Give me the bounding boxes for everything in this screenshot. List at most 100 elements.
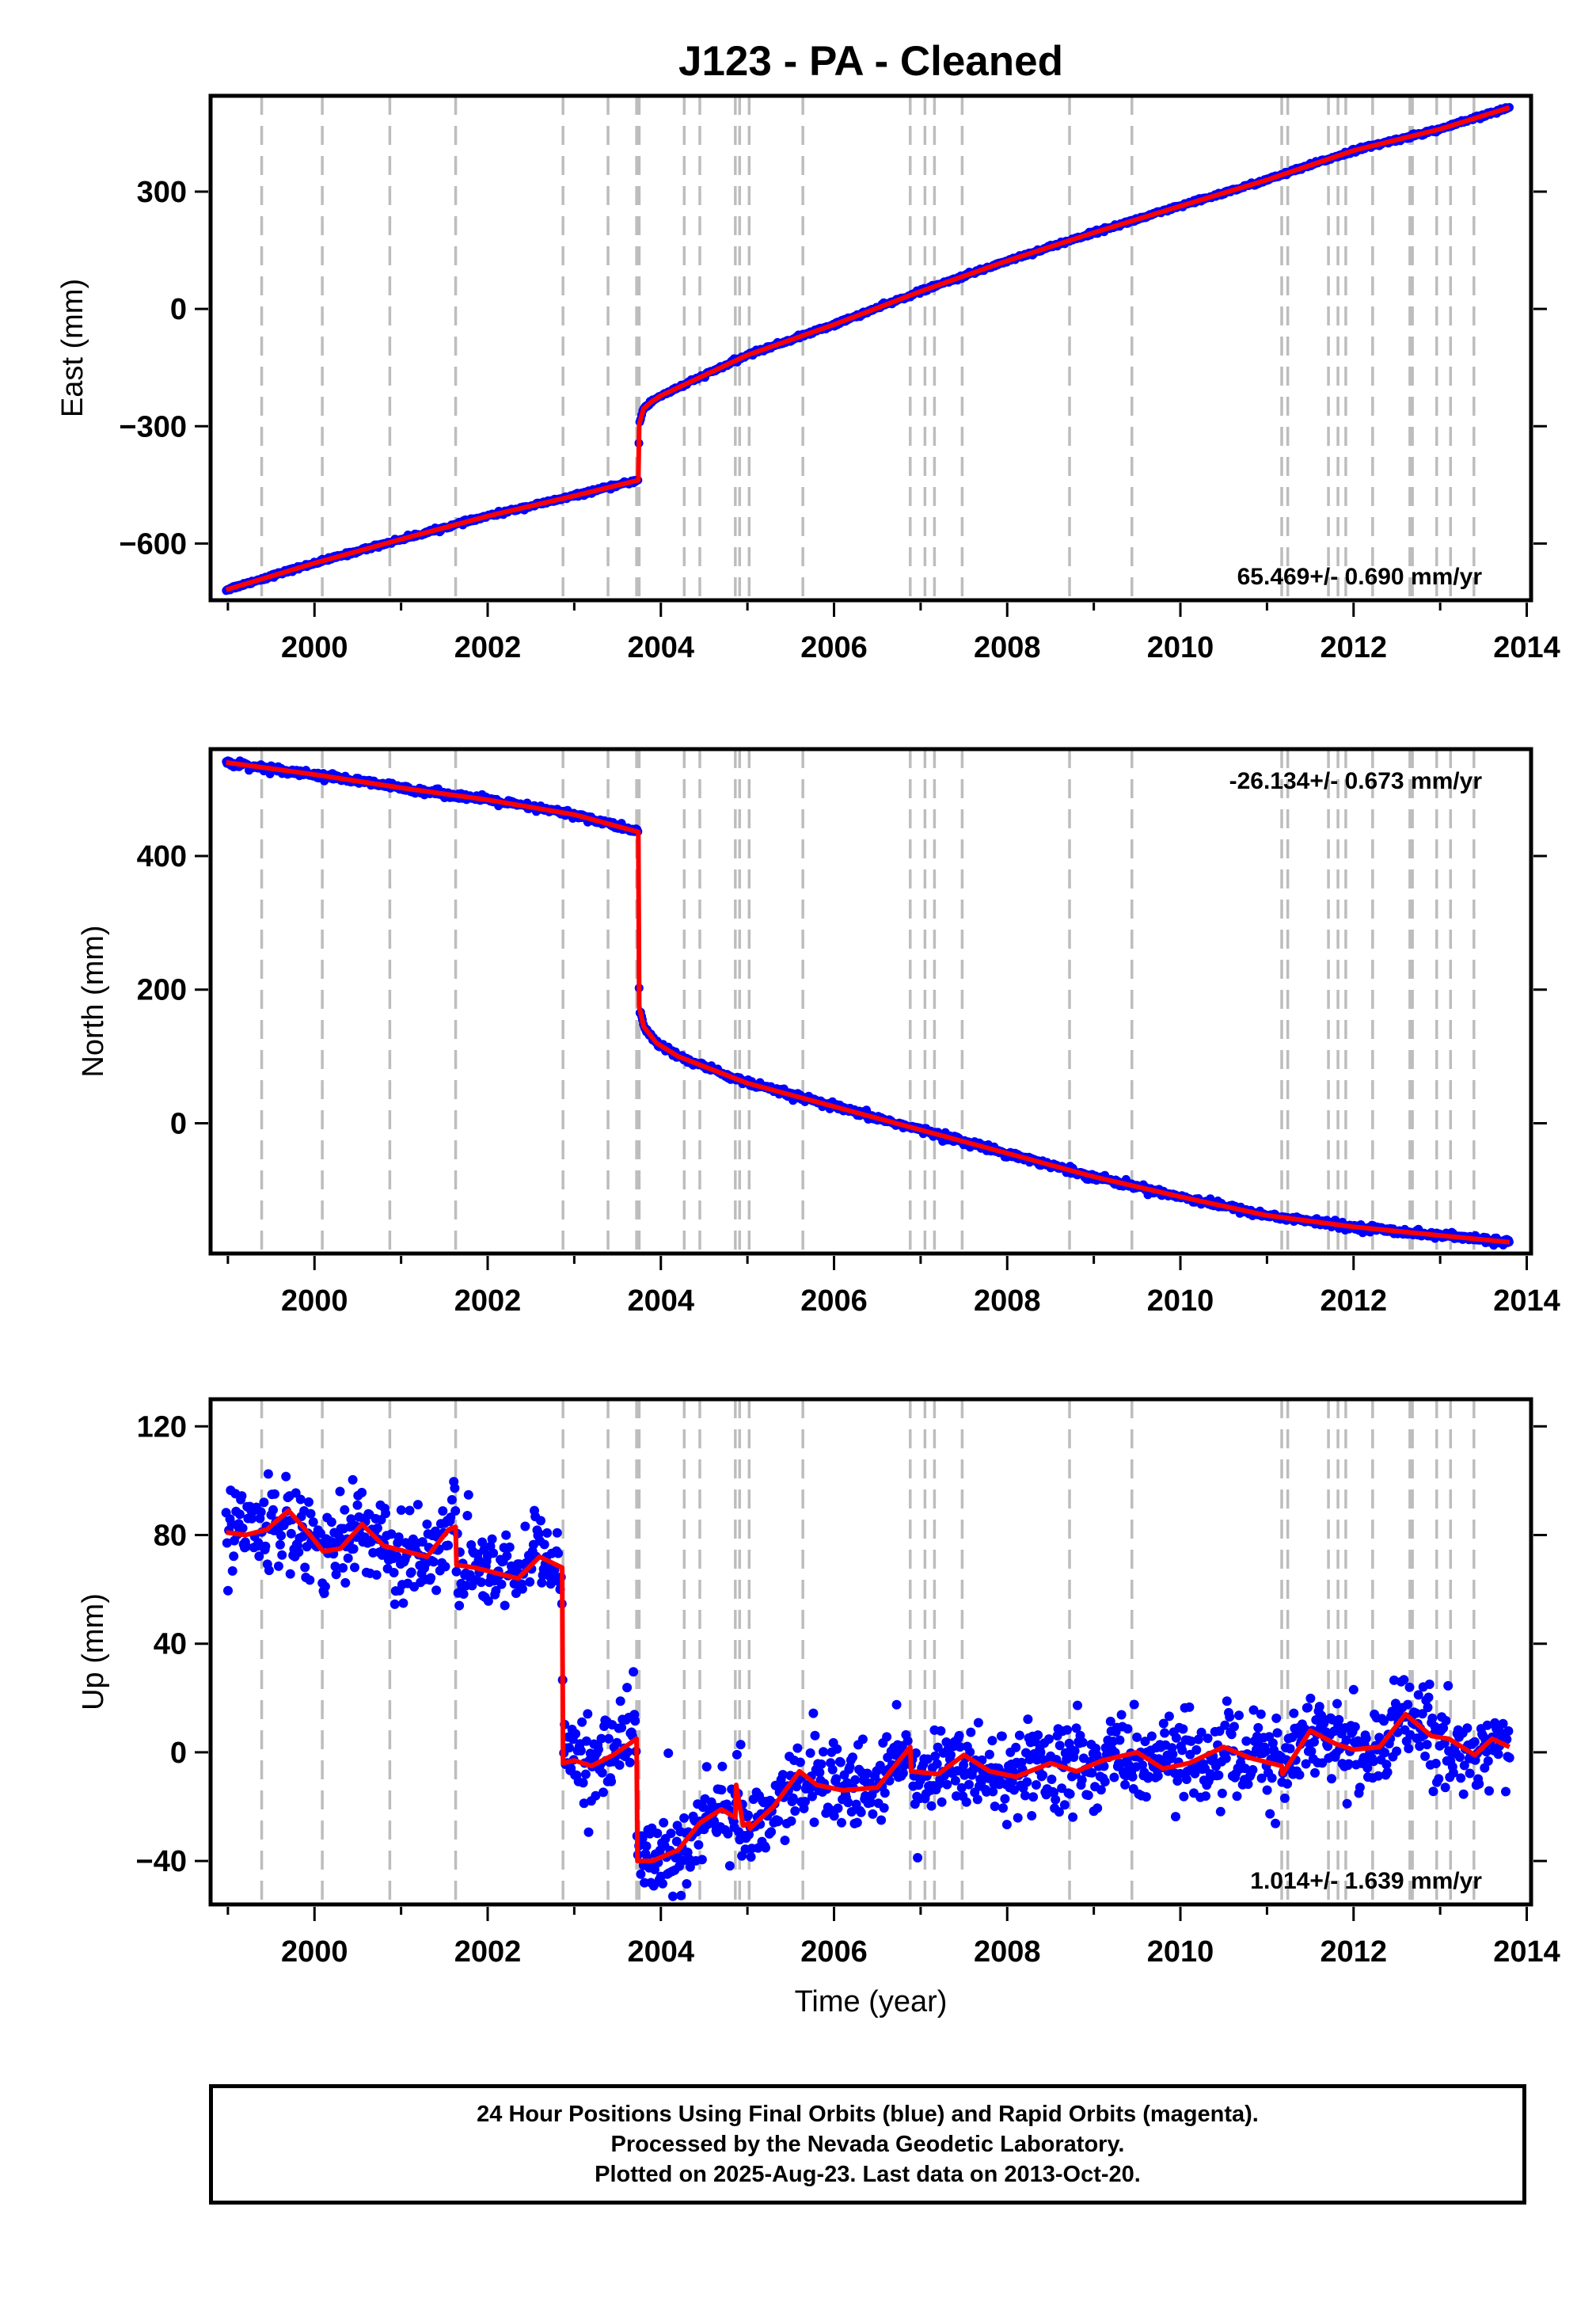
rate-label: 1.014+/- 1.639 mm/yr <box>1250 1868 1482 1894</box>
y-tick-label: 200 <box>137 974 187 1007</box>
x-tick-label: 2010 <box>1147 1284 1214 1318</box>
data-point <box>352 1500 363 1510</box>
data-point <box>1503 1726 1514 1736</box>
data-point <box>398 1598 408 1608</box>
x-tick-label: 2002 <box>454 1935 522 1969</box>
data-point <box>564 1743 574 1753</box>
y-axis-label: East (mm) <box>56 279 89 417</box>
data-point <box>1484 1786 1494 1796</box>
data-point <box>819 1747 828 1757</box>
data-point <box>1070 1746 1080 1756</box>
data-point <box>936 1725 946 1736</box>
data-point <box>926 1801 937 1811</box>
data-point <box>792 1743 803 1753</box>
data-point <box>1164 1711 1174 1722</box>
chart-title: J123 - PA - Cleaned <box>678 38 1063 85</box>
data-point <box>1380 1748 1390 1758</box>
data-point <box>223 1585 233 1596</box>
data-point <box>1422 1740 1432 1750</box>
data-point <box>1458 1789 1469 1799</box>
data-point <box>1381 1760 1392 1770</box>
data-point <box>635 1912 644 1922</box>
data-point <box>856 1807 866 1817</box>
data-point <box>286 1528 296 1539</box>
data-point <box>431 1585 442 1596</box>
data-point <box>501 1530 511 1540</box>
data-point <box>458 1589 469 1599</box>
x-tick-label: 2008 <box>974 1935 1041 1969</box>
north-panel: 2000 2002 2004 2006 2008 2010 2012 2014 0 200 400 N… <box>77 747 1560 1318</box>
data-point <box>857 1734 868 1744</box>
data-point <box>954 1730 964 1741</box>
data-point <box>260 1541 271 1551</box>
data-point <box>1256 1709 1266 1719</box>
x-tick-label: 2000 <box>281 1284 348 1318</box>
x-tick-label: 2004 <box>627 631 694 664</box>
data-point <box>1214 1770 1224 1780</box>
data-point <box>732 1749 742 1760</box>
data-point <box>264 1566 274 1576</box>
data-point <box>254 1551 264 1562</box>
data-point <box>846 1807 857 1817</box>
data-point <box>1171 1733 1181 1743</box>
model-line <box>225 105 1510 592</box>
data-point <box>1051 1794 1061 1805</box>
data-point <box>1253 1722 1264 1733</box>
data-point <box>393 1532 404 1543</box>
y-axis-label: Up (mm) <box>77 1593 110 1710</box>
model-line <box>226 1508 1510 1864</box>
data-point <box>536 1516 545 1526</box>
data-point <box>882 1732 892 1742</box>
data-point <box>961 1797 971 1807</box>
data-point <box>1362 1763 1373 1773</box>
data-point <box>682 1879 692 1889</box>
data-point <box>1493 1749 1503 1760</box>
data-point <box>1171 1812 1180 1822</box>
data-point <box>1240 1763 1250 1774</box>
data-point <box>984 1749 994 1760</box>
data-point <box>964 1779 974 1790</box>
data-point <box>955 1742 965 1752</box>
data-point <box>520 1521 530 1531</box>
y-tick-label: 300 <box>137 176 187 209</box>
data-point <box>392 1551 402 1562</box>
data-point <box>1222 1696 1232 1706</box>
data-point <box>406 1567 416 1577</box>
data-point <box>227 1566 238 1576</box>
data-point <box>579 1798 589 1809</box>
data-point <box>1033 1730 1043 1741</box>
data-point <box>1483 1756 1493 1766</box>
data-point <box>1044 1734 1054 1744</box>
x-tick-label: 2008 <box>974 631 1041 664</box>
data-point <box>1502 1734 1512 1744</box>
data-point <box>308 1517 318 1528</box>
data-point <box>343 1553 353 1563</box>
x-tick-label: 2004 <box>627 1284 694 1318</box>
data-point <box>450 1483 460 1493</box>
data-point <box>346 1514 356 1524</box>
data-point <box>1047 1775 1057 1784</box>
data-point <box>426 1573 436 1583</box>
data-point <box>488 1548 499 1558</box>
data-point <box>1282 1779 1293 1789</box>
data-point <box>1168 1749 1178 1760</box>
data-point <box>597 1767 607 1778</box>
data-point <box>1389 1675 1399 1685</box>
data-point <box>1272 1728 1282 1738</box>
data-point <box>1191 1744 1202 1755</box>
data-point <box>1116 1710 1127 1720</box>
data-point <box>998 1803 1008 1813</box>
data-point <box>1262 1785 1272 1795</box>
data-point <box>1439 1738 1450 1748</box>
data-point <box>866 1798 876 1808</box>
data-point <box>422 1519 432 1529</box>
data-point <box>1178 1724 1188 1734</box>
data-point <box>1186 1736 1196 1746</box>
data-point <box>477 1537 488 1547</box>
data-point <box>815 1767 825 1778</box>
data-point <box>1404 1682 1415 1692</box>
data-point <box>371 1569 382 1580</box>
data-point <box>389 1568 399 1577</box>
position-points <box>221 1469 1514 1922</box>
data-point <box>1399 1675 1409 1685</box>
